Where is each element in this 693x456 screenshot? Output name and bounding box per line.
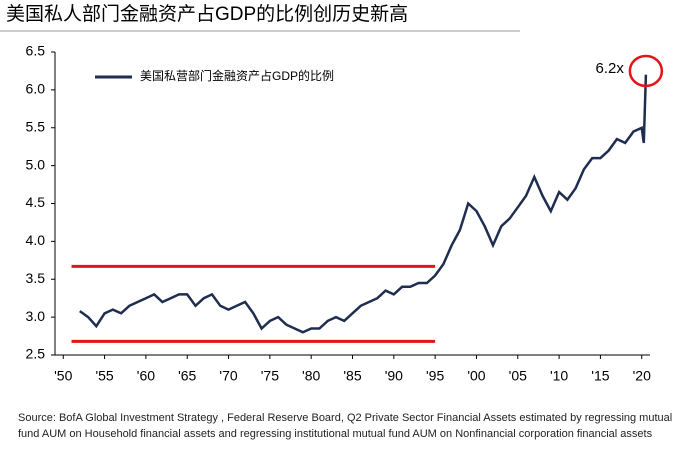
y-tick-label: 5.5 xyxy=(26,118,46,134)
annotation-label: 6.2x xyxy=(596,60,625,77)
x-tick-label: '90 xyxy=(385,368,403,384)
x-tick-label: '50 xyxy=(54,368,72,384)
x-tick-label: '95 xyxy=(426,368,444,384)
y-tick-label: 2.5 xyxy=(26,346,46,362)
y-tick-label: 3.5 xyxy=(26,270,46,286)
x-tick-label: '00 xyxy=(467,368,485,384)
y-tick-label: 4.5 xyxy=(26,194,46,210)
x-tick-label: '70 xyxy=(219,368,237,384)
y-tick-label: 4.0 xyxy=(26,232,46,248)
legend-label: 美国私营部门金融资产占GDP的比例 xyxy=(140,68,334,83)
source-note: Source: BofA Global Investment Strategy … xyxy=(18,412,673,440)
y-tick-label: 3.0 xyxy=(26,308,46,324)
y-tick-label: 6.0 xyxy=(26,81,46,97)
x-tick-label: '05 xyxy=(509,368,527,384)
y-tick-label: 6.5 xyxy=(26,43,46,59)
x-tick-label: '15 xyxy=(591,368,609,384)
x-tick-label: '85 xyxy=(343,368,361,384)
x-tick-label: '65 xyxy=(178,368,196,384)
x-tick-label: '20 xyxy=(633,368,651,384)
annotation-circle xyxy=(628,54,664,88)
x-tick-label: '80 xyxy=(302,368,320,384)
x-tick-label: '55 xyxy=(95,368,113,384)
y-tick-label: 5.0 xyxy=(26,156,46,172)
x-tick-label: '60 xyxy=(137,368,155,384)
x-tick-label: '10 xyxy=(550,368,568,384)
chart-title: 美国私人部门金融资产占GDP的比例创历史新高 xyxy=(6,3,408,25)
x-tick-label: '75 xyxy=(261,368,279,384)
data-line xyxy=(79,74,648,334)
